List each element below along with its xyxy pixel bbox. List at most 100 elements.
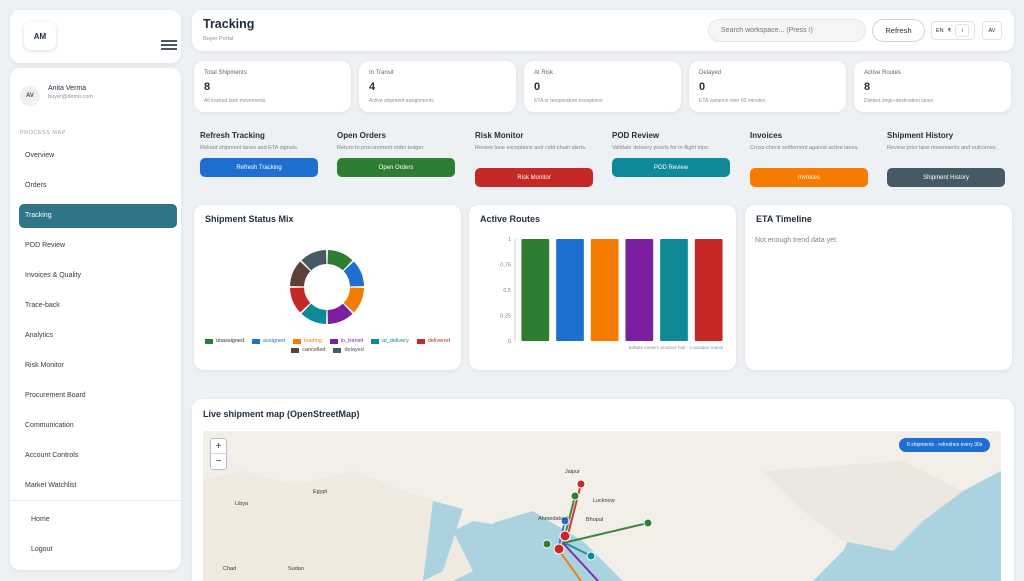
y-tick-label: 0.75 bbox=[500, 263, 511, 269]
stat-label: Total Shipments bbox=[204, 70, 247, 76]
map-title: Live shipment map (OpenStreetMap) bbox=[203, 409, 360, 419]
refresh-button[interactable]: Refresh bbox=[872, 19, 925, 42]
sidebar-item-orders[interactable]: Orders bbox=[25, 182, 47, 189]
route-bar[interactable] bbox=[556, 239, 584, 341]
risk-monitor-button[interactable]: Risk Monitor bbox=[475, 168, 593, 187]
donut-segment[interactable] bbox=[327, 250, 353, 271]
stat-desc: Distinct origin-destination lanes bbox=[864, 98, 934, 104]
action-title: Shipment History bbox=[887, 131, 954, 140]
action-desc: Cross-check settlement against active la… bbox=[750, 145, 859, 151]
sidebar-item-procurement-board[interactable]: Procurement Board bbox=[25, 392, 86, 399]
stat-desc: All tracked lane movements bbox=[204, 98, 266, 104]
stat-desc: Active shipment assignments bbox=[369, 98, 434, 104]
route-bar[interactable] bbox=[694, 239, 723, 341]
sidebar-item-market-watchlist[interactable]: Market Watchlist bbox=[25, 482, 77, 489]
route-bar[interactable] bbox=[590, 239, 619, 341]
stat-desc: ETA variance over 60 minutes bbox=[699, 98, 766, 104]
avatar: AV bbox=[20, 86, 40, 106]
currency-selector[interactable]: ₹ bbox=[947, 27, 952, 34]
donut-segment[interactable] bbox=[290, 287, 311, 313]
city-label: Libya bbox=[235, 501, 249, 507]
donut-segment[interactable] bbox=[301, 250, 327, 271]
shipment-map[interactable]: Lucknow Bhopal Ahmedabad Jaipur Libya Ch… bbox=[203, 431, 1001, 581]
shipments-badge: 8 shipments · refreshes every 30s bbox=[899, 438, 991, 452]
search-input[interactable] bbox=[708, 19, 866, 42]
locale-controls: EN ₹ i bbox=[931, 21, 975, 40]
red-sea bbox=[423, 501, 463, 581]
brand-logo[interactable]: AM bbox=[24, 22, 56, 50]
sidebar-item-invoices-quality[interactable]: Invoices & Quality bbox=[25, 272, 82, 279]
sidebar-item-trace-back[interactable]: Trace-back bbox=[25, 302, 60, 309]
stat-value: 0 bbox=[699, 81, 706, 93]
donut-segment[interactable] bbox=[343, 261, 364, 287]
pod-review-button[interactable]: POD Review bbox=[612, 158, 730, 177]
legend-item: assigned bbox=[252, 338, 285, 344]
action-title: Open Orders bbox=[337, 131, 386, 140]
stat-delayed: Delayed 0 ETA variance over 60 minutes bbox=[689, 61, 846, 112]
route-bar[interactable] bbox=[521, 239, 550, 341]
account-button[interactable]: AV bbox=[982, 21, 1002, 40]
sidebar-item-pod-review[interactable]: POD Review bbox=[25, 242, 66, 249]
open-orders-button[interactable]: Open Orders bbox=[337, 158, 455, 177]
sidebar-item-tracking[interactable]: Tracking bbox=[19, 204, 177, 228]
stat-value: 8 bbox=[864, 81, 871, 93]
user-profile[interactable]: AV Anita Verma buyer@demo.com bbox=[20, 76, 171, 108]
legend-item: delayed bbox=[333, 347, 364, 353]
city-label: Jaipur bbox=[565, 469, 580, 475]
shipment-history-button[interactable]: Shipment History bbox=[887, 168, 1005, 187]
logout-link[interactable]: Logout bbox=[31, 546, 53, 553]
donut-segment[interactable] bbox=[327, 303, 353, 324]
land-africa bbox=[203, 471, 473, 581]
city-label: Bhopal bbox=[586, 517, 604, 523]
sidebar-item-overview[interactable]: Overview bbox=[25, 152, 55, 159]
route-bar[interactable] bbox=[625, 239, 654, 341]
status-legend: unassigned assigned loading in_transit a… bbox=[194, 338, 461, 356]
donut-segment[interactable] bbox=[301, 303, 327, 324]
map-card: Live shipment map (OpenStreetMap) bbox=[192, 399, 1014, 581]
user-name: Anita Verma bbox=[48, 84, 87, 92]
action-invoices: Invoices Cross-check settlement against … bbox=[750, 131, 870, 162]
y-tick-label: 1 bbox=[508, 237, 511, 243]
sidebar-item-account-controls[interactable]: Account Controls bbox=[25, 452, 79, 459]
zoom-in-button[interactable]: + bbox=[211, 439, 226, 454]
route-bar[interactable] bbox=[660, 239, 688, 341]
zoom-control: + − bbox=[210, 438, 227, 470]
language-selector[interactable]: EN bbox=[936, 27, 944, 34]
donut-segment[interactable] bbox=[290, 261, 311, 287]
city-label: Chad bbox=[223, 566, 237, 572]
action-desc: Review prior lane movements and outcomes… bbox=[887, 145, 998, 151]
brand-card: AM bbox=[10, 10, 181, 63]
invoices-button[interactable]: Invoices bbox=[750, 168, 868, 187]
stat-at-risk: At Risk 0 ETA or temperature exceptions bbox=[524, 61, 681, 112]
stat-label: At Risk bbox=[534, 70, 554, 76]
active-routes-card: Active Routes 0 0.25 0.5 0.75 1 kolkata easte… bbox=[469, 205, 736, 370]
stat-value: 8 bbox=[204, 81, 211, 93]
arabian-gulf bbox=[493, 511, 538, 549]
city-label: Sudan bbox=[288, 566, 304, 572]
legend-item: in_transit bbox=[329, 338, 363, 344]
land-india bbox=[533, 511, 643, 581]
zoom-out-button[interactable]: − bbox=[215, 456, 222, 467]
sidebar-item-analytics[interactable]: Analytics bbox=[25, 332, 54, 339]
info-icon[interactable]: i bbox=[955, 24, 970, 37]
refresh-tracking-button[interactable]: Refresh Tracking bbox=[200, 158, 318, 177]
stat-desc: ETA or temperature exceptions bbox=[534, 98, 603, 104]
action-open-orders: Open Orders Return to procurement order … bbox=[337, 131, 457, 162]
menu-icon[interactable] bbox=[161, 40, 177, 50]
stat-total-shipments: Total Shipments 8 All tracked lane movem… bbox=[194, 61, 351, 112]
sidebar-item-risk-monitor[interactable]: Risk Monitor bbox=[25, 362, 64, 369]
action-desc: Validate delivery proofs for in-flight t… bbox=[612, 145, 710, 151]
stat-label: In Transit bbox=[369, 70, 394, 76]
action-title: POD Review bbox=[612, 131, 660, 140]
sidebar-footer: Home Logout bbox=[25, 508, 52, 568]
page-subtitle: Buyer Portal bbox=[203, 36, 234, 42]
stat-label: Active Routes bbox=[864, 70, 902, 76]
action-shipment-history: Shipment History Review prior lane movem… bbox=[887, 131, 1007, 162]
home-link[interactable]: Home bbox=[31, 516, 50, 523]
action-title: Refresh Tracking bbox=[200, 131, 265, 140]
sidebar-item-communication[interactable]: Communication bbox=[25, 422, 74, 429]
sidebar-divider bbox=[10, 500, 181, 501]
stat-in-transit: In Transit 4 Active shipment assignments bbox=[359, 61, 516, 112]
action-pod-review: POD Review Validate delivery proofs for … bbox=[612, 131, 732, 162]
donut-segment[interactable] bbox=[343, 287, 364, 313]
